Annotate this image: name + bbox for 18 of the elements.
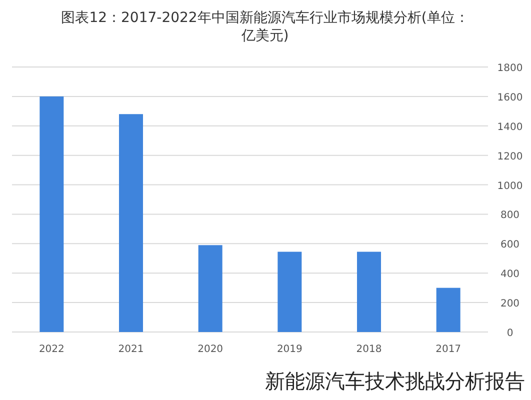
ytick: 200 [500,298,520,310]
ytick: 1400 [497,122,523,133]
ytick: 1000 [497,180,523,192]
xtick: 2018 [356,344,382,355]
ytick: 0 [506,328,514,339]
xtick: 2020 [198,344,224,355]
ytick: 400 [500,269,520,280]
xtick: 2019 [276,344,302,355]
title: 图表12：2017-2022年中国新能源汽车行业市场规模分析(单位：亿美元) [61,10,469,44]
xtick: 2021 [118,344,144,355]
ytick: 800 [500,210,520,222]
ytick: 1800 [497,63,523,74]
ytick: 600 [500,240,520,251]
annotation: 新能源汽车技术挑战分析报告 [265,369,525,393]
ytick: 1600 [497,92,523,104]
xtick: 2017 [436,344,462,355]
xtick: 2022 [38,344,64,355]
ytick: 1200 [497,151,523,162]
